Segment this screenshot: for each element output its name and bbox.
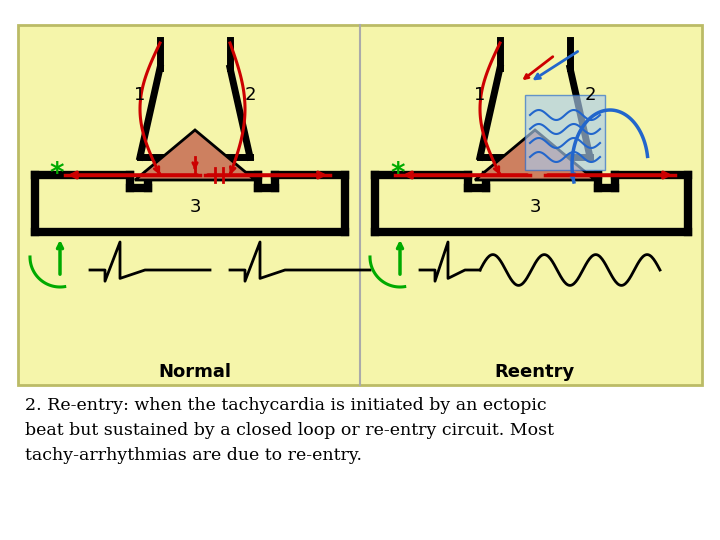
Text: 1: 1 [474, 86, 486, 104]
Text: Normal: Normal [158, 363, 232, 381]
Polygon shape [475, 130, 595, 180]
Text: tachy-arrhythmias are due to re-entry.: tachy-arrhythmias are due to re-entry. [25, 447, 362, 464]
Polygon shape [135, 130, 255, 180]
Text: *: * [50, 160, 64, 188]
Text: 1: 1 [135, 86, 145, 104]
Text: 2: 2 [244, 86, 256, 104]
Text: 2. Re-entry: when the tachycardia is initiated by an ectopic: 2. Re-entry: when the tachycardia is ini… [25, 397, 546, 414]
FancyBboxPatch shape [18, 25, 702, 385]
Text: 2: 2 [584, 86, 595, 104]
Text: *: * [391, 160, 405, 188]
FancyBboxPatch shape [525, 95, 605, 170]
Text: 3: 3 [529, 198, 541, 216]
Text: 3: 3 [189, 198, 201, 216]
Text: Reentry: Reentry [495, 363, 575, 381]
Text: beat but sustained by a closed loop or re-entry circuit. Most: beat but sustained by a closed loop or r… [25, 422, 554, 439]
